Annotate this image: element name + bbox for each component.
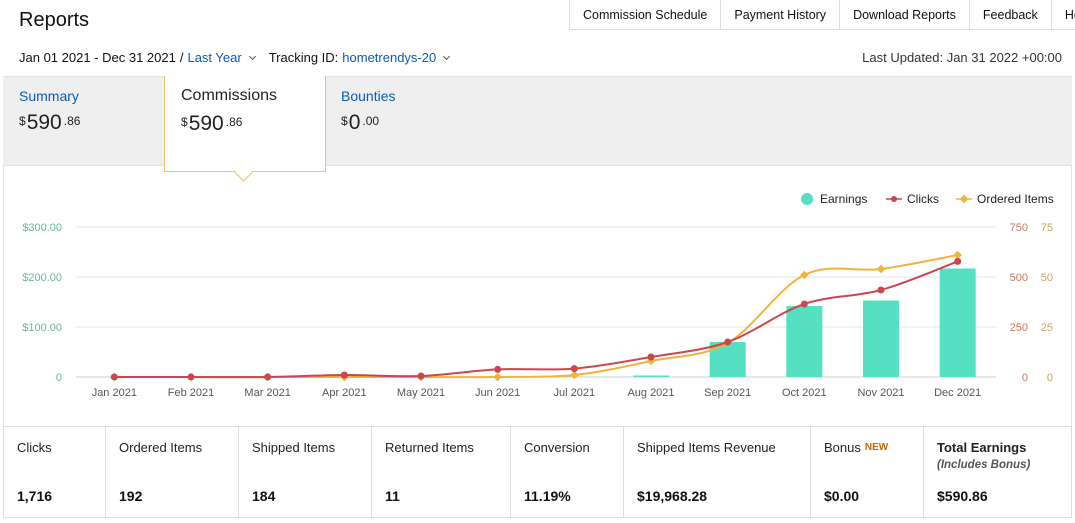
- nav-download-reports[interactable]: Download Reports: [840, 0, 970, 29]
- x-tick-label: Nov 2021: [857, 387, 904, 399]
- stat-clicks: Clicks 1,716: [4, 427, 106, 517]
- y-tick-label: 0: [56, 372, 62, 384]
- tab-bounties-label: Bounties: [341, 88, 396, 104]
- y-tick-label: $300.00: [22, 222, 62, 234]
- x-tick-label: Jul 2021: [554, 387, 596, 399]
- ordered-items-point: [570, 370, 579, 380]
- y-tick-label: $200.00: [22, 272, 62, 284]
- stat-value: 184: [252, 488, 276, 504]
- x-tick-label: Sep 2021: [704, 387, 751, 399]
- earnings-bar: [709, 342, 746, 377]
- clicks-point: [494, 365, 502, 373]
- clicks-point: [800, 300, 808, 308]
- new-badge: NEW: [864, 442, 889, 453]
- stat-shipped-revenue: Shipped Items Revenue $19,968.28: [624, 427, 811, 517]
- stat-value: 11.19%: [524, 488, 571, 504]
- x-tick-label: Oct 2021: [782, 387, 827, 399]
- last-updated: Last Updated: Jan 31 2022 +00:00: [862, 50, 1062, 65]
- y2-tick-label: 250: [1010, 322, 1028, 334]
- y2-tick-label: 0: [1022, 372, 1028, 384]
- stat-value: 192: [119, 488, 143, 504]
- tracking-label: Tracking ID:: [268, 50, 339, 65]
- y-tick-label: $100.00: [22, 322, 62, 334]
- chevron-down-icon[interactable]: [248, 52, 256, 60]
- nav-payment-history[interactable]: Payment History: [721, 0, 841, 29]
- top-nav: Commission Schedule Payment History Down…: [569, 0, 1075, 30]
- filter-row: Jan 01 2021 - Dec 31 2021 / Last Year Tr…: [19, 50, 451, 65]
- page-title: Reports: [19, 9, 90, 31]
- stat-ordered-items: Ordered Items 192: [106, 427, 239, 517]
- stat-value: 11: [385, 488, 400, 504]
- x-tick-label: Mar 2021: [244, 387, 290, 399]
- earnings-bar: [786, 306, 823, 377]
- clicks-point: [877, 286, 885, 294]
- y2-tick-label: 750: [1010, 222, 1028, 234]
- stat-value: $590.86: [937, 488, 988, 504]
- clicks-point: [110, 373, 118, 381]
- y3-tick-label: 75: [1041, 222, 1053, 234]
- stat-value: 1,716: [17, 488, 53, 504]
- earnings-bar: [863, 300, 899, 377]
- stat-conversion: Conversion 11.19%: [511, 427, 624, 517]
- ordered-items-point: [800, 270, 809, 280]
- stat-returned-items: Returned Items 11: [372, 427, 511, 517]
- stat-total-earnings: Total Earnings (Includes Bonus) $590.86: [937, 440, 1031, 504]
- ordered-items-point: [876, 264, 886, 274]
- stats-bar: Clicks 1,716 Ordered Items 192 Shipped I…: [3, 426, 1072, 518]
- legend-ordered-swatch: [959, 194, 969, 204]
- tab-summary-label: Summary: [19, 88, 79, 104]
- nav-help[interactable]: Help: [1064, 7, 1075, 22]
- y3-tick-label: 0: [1047, 372, 1053, 384]
- legend-label: Clicks: [907, 192, 939, 206]
- tab-summary[interactable]: Summary $590.86: [3, 77, 164, 167]
- earnings-chart: 0 0 0 $100.00 250 25 $200.00 500 50 $300.00 750 75 J…: [22, 192, 1054, 399]
- legend-label: Ordered Items: [977, 192, 1054, 206]
- x-tick-label: Dec 2021: [934, 387, 981, 399]
- x-tick-label: Apr 2021: [322, 387, 367, 399]
- chart-box: 0 0 0 $100.00 250 25 $200.00 500 50 $300.00 750 75 J…: [3, 166, 1072, 426]
- clicks-point: [187, 373, 195, 381]
- stat-value: $19,968.28: [637, 488, 708, 504]
- y3-tick-label: 25: [1041, 322, 1053, 334]
- x-tick-label: May 2021: [397, 387, 445, 399]
- stat-bonus: Bonus NEW $0.00: [811, 427, 924, 517]
- y2-tick-label: 500: [1010, 272, 1028, 284]
- clicks-point: [724, 338, 732, 346]
- nav-commission-schedule[interactable]: Commission Schedule: [570, 0, 722, 29]
- tab-commissions[interactable]: Commissions $590.86: [164, 76, 326, 172]
- clicks-line: [114, 260, 959, 379]
- ordered-items-point: [493, 372, 502, 382]
- earnings-bar: [633, 375, 669, 377]
- x-tick-label: Jan 2021: [92, 387, 137, 399]
- clicks-point: [417, 372, 425, 380]
- y3-tick-label: 50: [1041, 272, 1053, 284]
- clicks-point: [647, 353, 655, 361]
- bounties-amount: $0.00: [341, 111, 380, 134]
- legend-earnings-swatch: [801, 193, 813, 205]
- x-tick-label: Feb 2021: [168, 387, 214, 399]
- nav-feedback[interactable]: Feedback: [970, 0, 1052, 29]
- stat-shipped-items: Shipped Items 184: [239, 427, 372, 517]
- period-dropdown[interactable]: Last Year: [187, 50, 242, 65]
- legend-label: Earnings: [820, 192, 867, 206]
- legend-clicks-swatch: [891, 196, 897, 202]
- commissions-amount: $590.86: [181, 112, 243, 135]
- date-separator: /: [179, 50, 184, 65]
- date-range: Jan 01 2021 - Dec 31 2021: [19, 50, 176, 65]
- x-tick-label: Aug 2021: [627, 387, 674, 399]
- tracking-id-dropdown[interactable]: hometrendys-20: [342, 50, 437, 65]
- clicks-point: [954, 257, 962, 265]
- x-tick-label: Jun 2021: [475, 387, 520, 399]
- earnings-bar: [939, 268, 976, 377]
- clicks-point: [264, 373, 272, 381]
- ordered-items-line: [114, 254, 958, 379]
- clicks-point: [570, 365, 578, 373]
- stat-value: $0.00: [824, 488, 860, 504]
- summary-amount: $590.86: [19, 111, 81, 134]
- chevron-down-icon[interactable]: [443, 52, 451, 60]
- clicks-point: [340, 371, 348, 379]
- tab-commissions-label: Commissions: [181, 87, 278, 104]
- tab-bounties[interactable]: Bounties $0.00: [325, 77, 525, 167]
